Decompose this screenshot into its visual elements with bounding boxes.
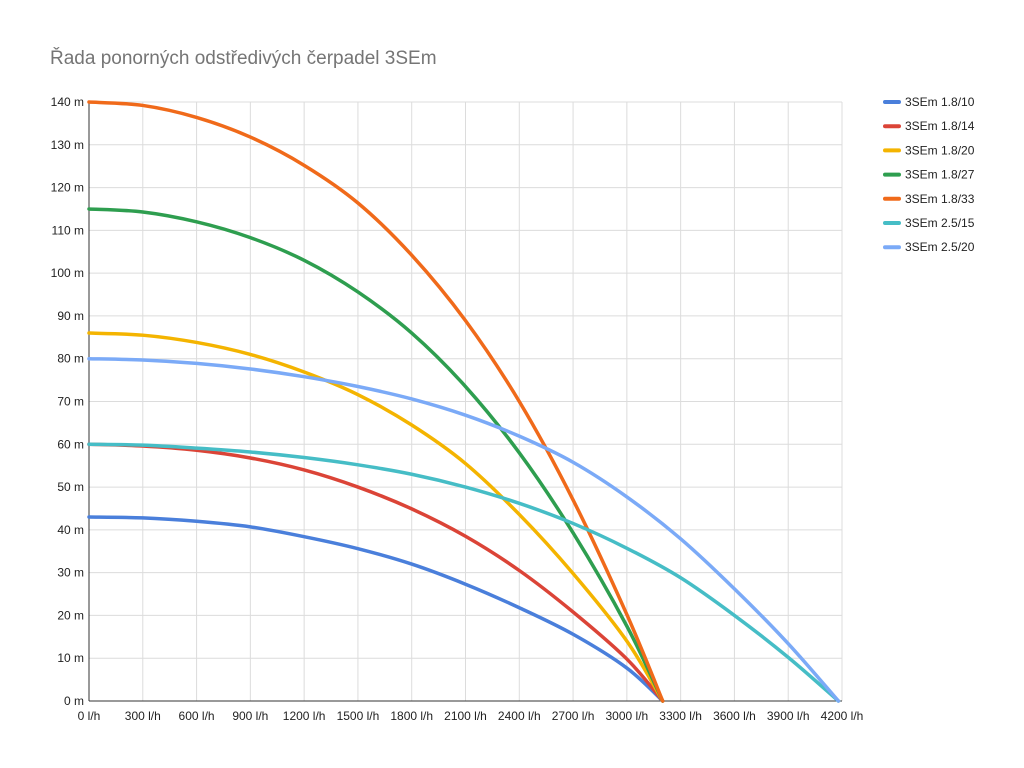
x-tick-label: 1800 l/h bbox=[390, 709, 433, 723]
x-tick-label: 2400 l/h bbox=[498, 709, 541, 723]
chart-title: Řada ponorných odstředivých čerpadel 3SE… bbox=[50, 48, 437, 69]
legend-label: 3SEm 1.8/14 bbox=[905, 119, 975, 133]
y-tick-label: 70 m bbox=[57, 395, 84, 409]
legend-label: 3SEm 2.5/15 bbox=[905, 216, 975, 230]
x-tick-label: 2700 l/h bbox=[552, 709, 595, 723]
legend-label: 3SEm 2.5/20 bbox=[905, 240, 975, 254]
x-tick-label: 2100 l/h bbox=[444, 709, 487, 723]
x-tick-label: 1500 l/h bbox=[337, 709, 380, 723]
y-tick-label: 90 m bbox=[57, 309, 84, 323]
y-tick-label: 140 m bbox=[51, 95, 84, 109]
x-tick-label: 0 l/h bbox=[78, 709, 101, 723]
series-line-3sem-1-8-27 bbox=[87, 207, 665, 703]
y-tick-label: 40 m bbox=[57, 523, 84, 537]
y-tick-label: 10 m bbox=[57, 651, 84, 665]
series-line-3sem-1-8-20 bbox=[87, 331, 665, 703]
y-tick-label: 60 m bbox=[57, 437, 84, 451]
x-tick-label: 900 l/h bbox=[232, 709, 268, 723]
y-tick-label: 0 m bbox=[64, 694, 84, 708]
series-line-3sem-2-5-20 bbox=[87, 356, 841, 703]
y-tick-label: 50 m bbox=[57, 480, 84, 494]
legend-label: 3SEm 1.8/27 bbox=[905, 168, 975, 182]
legend-label: 3SEm 1.8/20 bbox=[905, 143, 975, 157]
legend-label: 3SEm 1.8/33 bbox=[905, 192, 975, 206]
legend-label: 3SEm 1.8/10 bbox=[905, 95, 975, 109]
x-tick-label: 3000 l/h bbox=[606, 709, 649, 723]
x-tick-label: 300 l/h bbox=[125, 709, 161, 723]
series-line-3sem-2-5-15 bbox=[87, 442, 841, 703]
y-tick-label: 110 m bbox=[52, 223, 84, 237]
x-tick-label: 3600 l/h bbox=[713, 709, 756, 723]
series-line-3sem-1-8-14 bbox=[87, 442, 665, 703]
x-tick-label: 600 l/h bbox=[179, 709, 215, 723]
x-tick-label: 1200 l/h bbox=[283, 709, 326, 723]
y-tick-label: 80 m bbox=[57, 352, 84, 366]
y-tick-label: 130 m bbox=[51, 138, 84, 152]
x-tick-label: 3300 l/h bbox=[659, 709, 702, 723]
series-line-3sem-1-8-33 bbox=[87, 100, 665, 703]
y-tick-label: 120 m bbox=[51, 181, 84, 195]
y-tick-label: 100 m bbox=[51, 266, 84, 280]
y-tick-label: 30 m bbox=[57, 566, 84, 580]
x-tick-label: 3900 l/h bbox=[767, 709, 810, 723]
x-tick-label: 4200 l/h bbox=[821, 709, 864, 723]
series-line-3sem-1-8-10 bbox=[87, 515, 665, 703]
y-tick-label: 20 m bbox=[57, 608, 84, 622]
